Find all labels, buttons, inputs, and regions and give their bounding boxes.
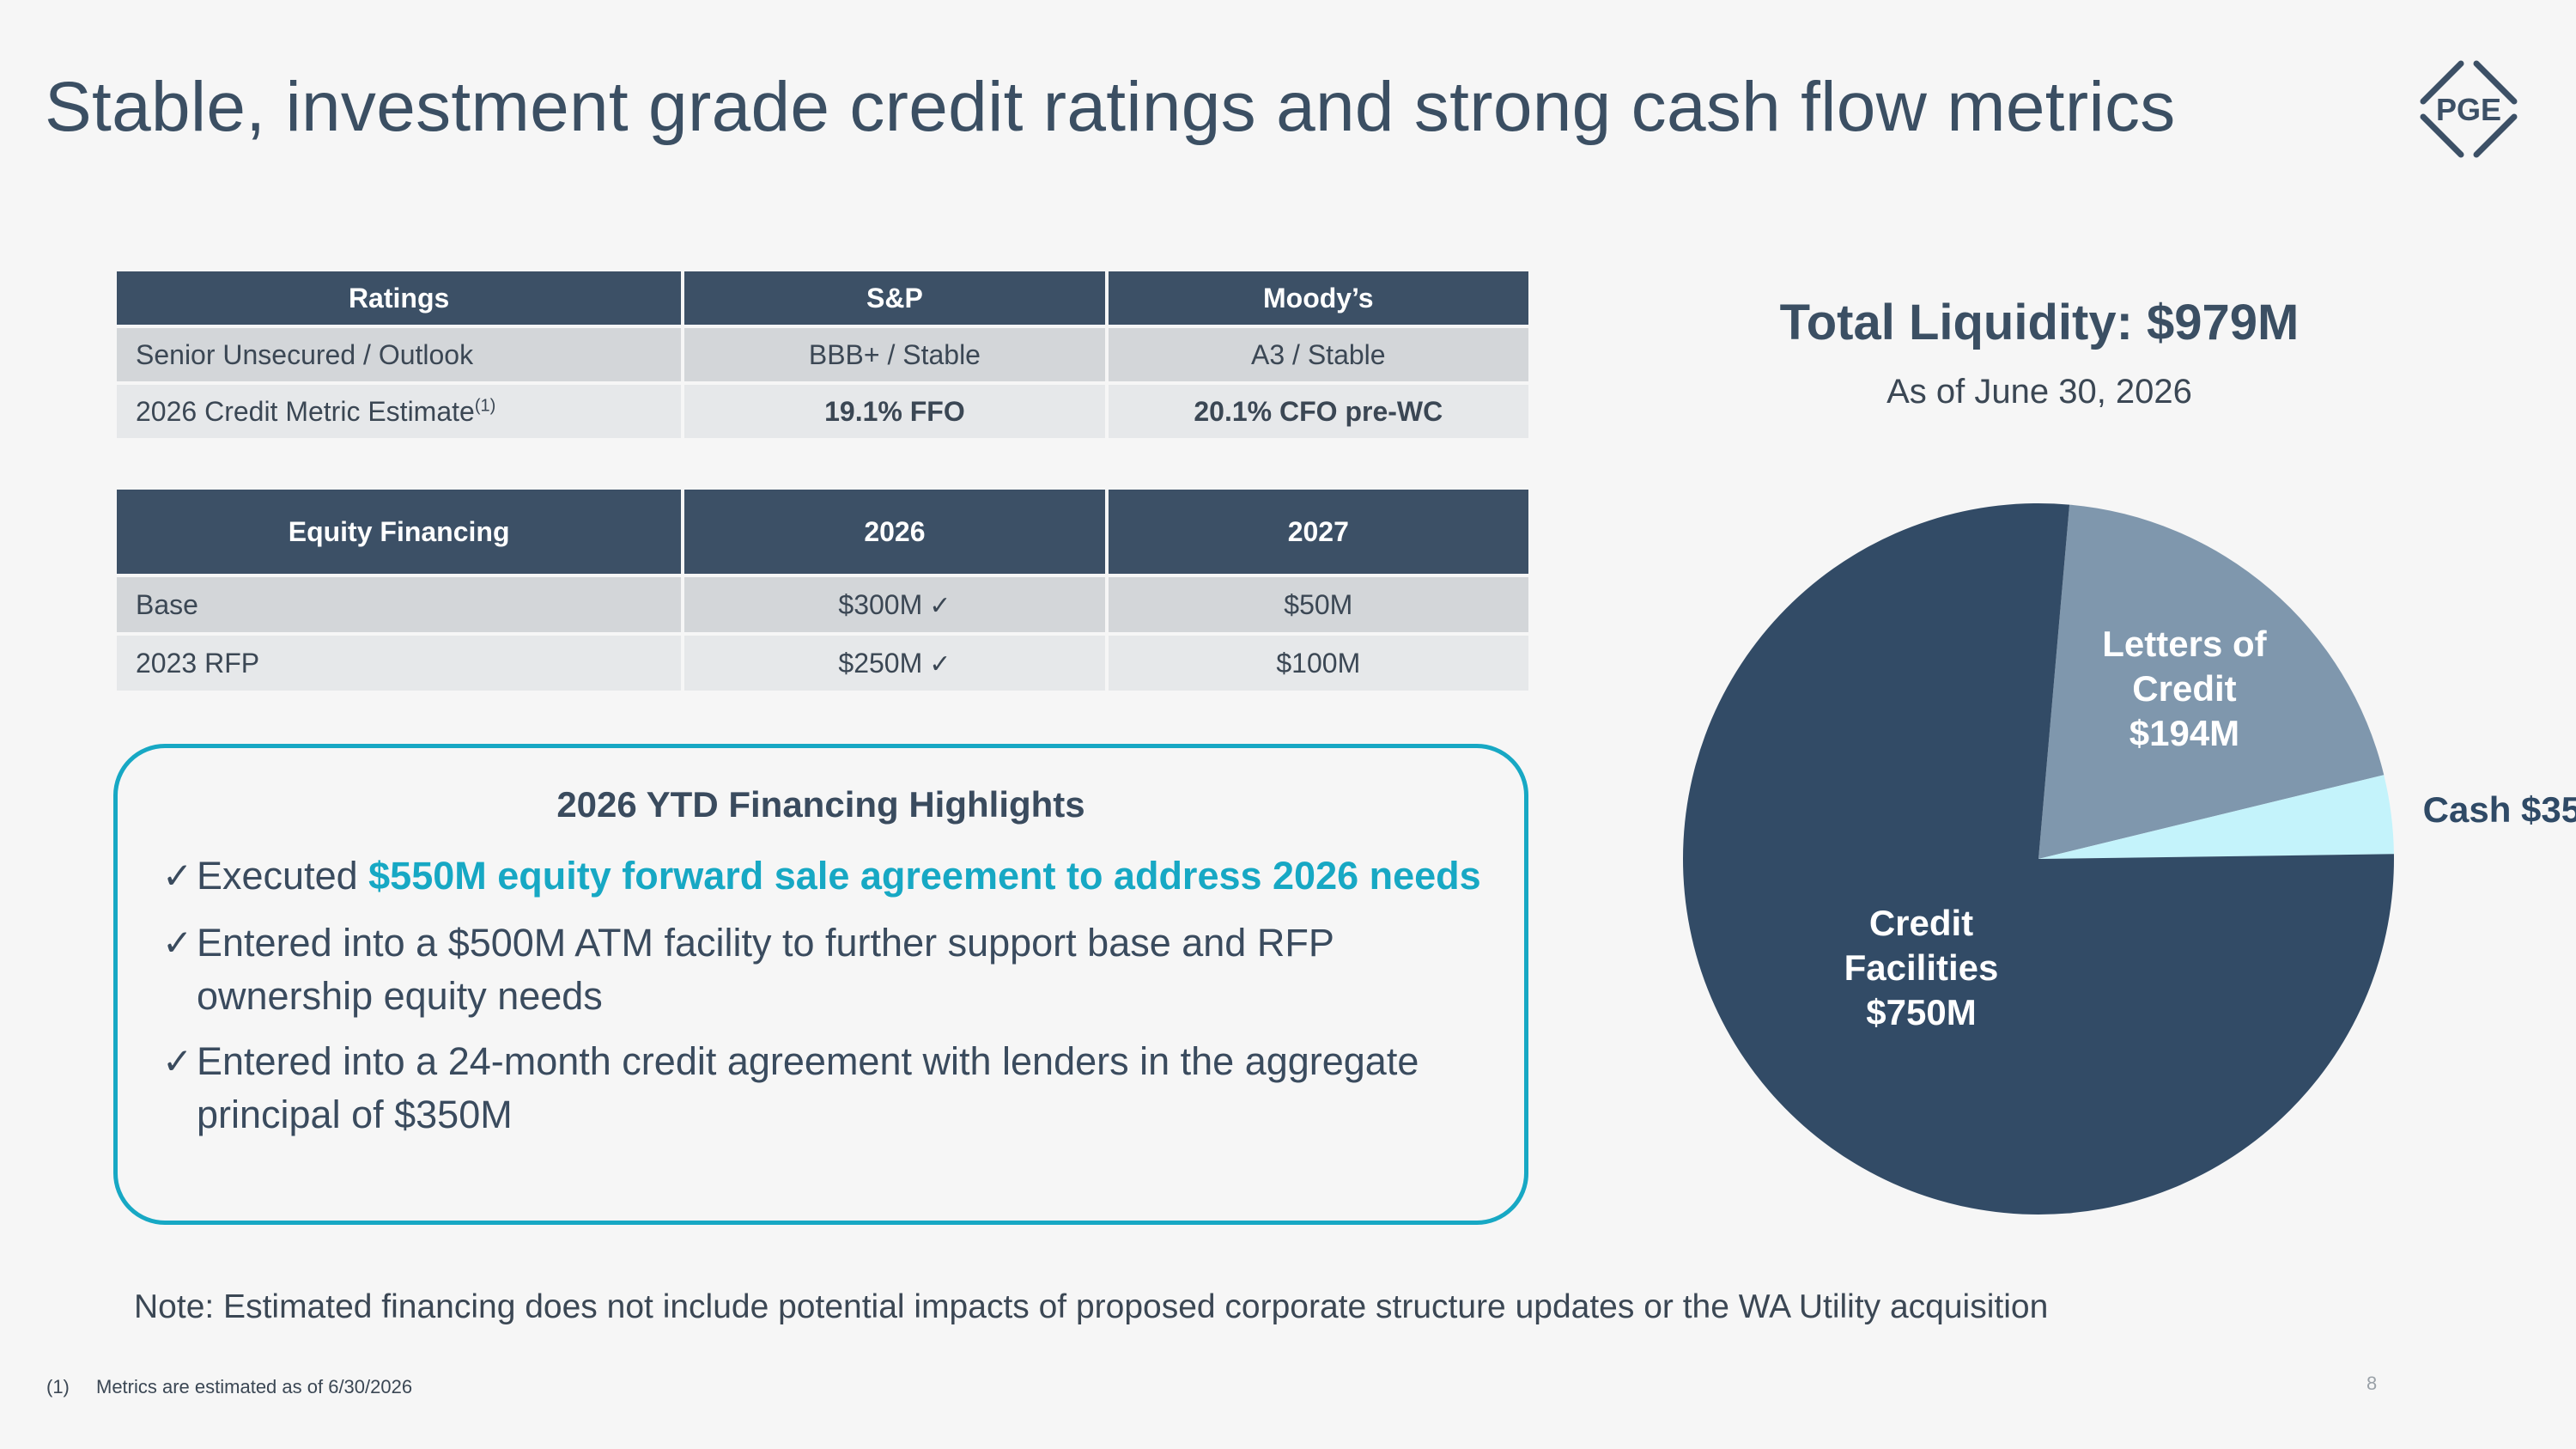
- column-header: Equity Financing: [117, 490, 682, 574]
- y2026-cell: $300M ✓: [684, 577, 1105, 632]
- liquidity-subtitle: As of June 30, 2026: [1886, 373, 2192, 411]
- pge-logo: PGE: [2420, 60, 2518, 158]
- pie-slice-label: Letters of Credit $194M: [2102, 624, 2267, 753]
- bullet-prefix: Executed: [197, 854, 369, 898]
- column-header: 2026: [684, 490, 1105, 574]
- footnote-number: (1): [46, 1376, 70, 1397]
- table-row: Senior Unsecured / Outlook BBB+ / Stable…: [117, 328, 1528, 381]
- y2026-value: $250M: [838, 647, 923, 679]
- checkmark-icon: ✓: [162, 855, 193, 897]
- page-number: 8: [2366, 1373, 2378, 1394]
- checkmark-icon: ✓: [162, 922, 193, 964]
- bullet-text: Executed $550M equity forward sale agree…: [162, 849, 1502, 903]
- highlights-title: 2026 YTD Financing Highlights: [556, 784, 1085, 825]
- table-header-row: Equity Financing 2026 2027: [117, 490, 1528, 574]
- pie-slice: [2038, 504, 2385, 859]
- bullet-accent: $550M equity forward sale agreement to a…: [368, 854, 1481, 898]
- footnote: (1) Metrics are estimated as of 6/30/2026: [46, 1376, 412, 1398]
- y2026-value: $300M: [838, 588, 923, 620]
- pie-slice: [2038, 775, 2394, 859]
- y2027-cell: $50M: [1108, 577, 1528, 632]
- table-row: 2026 Credit Metric Estimate(1) 19.1% FFO…: [117, 385, 1528, 438]
- moodys-cell: 20.1% CFO pre-WC: [1108, 385, 1528, 438]
- logo-text: PGE: [2436, 92, 2501, 127]
- checkmark-icon: ✓: [162, 1040, 193, 1082]
- liquidity-title: Total Liquidity: $979M: [1779, 295, 2300, 350]
- y2026-cell: $250M ✓: [684, 636, 1105, 691]
- table-header-row: Ratings S&P Moody’s: [117, 271, 1528, 325]
- row-label: 2023 RFP: [117, 636, 682, 691]
- column-header: Moody’s: [1108, 271, 1528, 325]
- pie-slice: [1683, 503, 2394, 1215]
- financing-note: Note: Estimated financing does not inclu…: [134, 1288, 2049, 1325]
- equity-financing-table: Equity Financing 2026 2027 Base $300M ✓ $…: [113, 486, 1532, 694]
- sp-cell: BBB+ / Stable: [684, 328, 1105, 381]
- pie-slice-label: Cash $35M: [2423, 789, 2576, 830]
- column-header: S&P: [684, 271, 1105, 325]
- y2027-cell: $100M: [1108, 636, 1528, 691]
- page-title: Stable, investment grade credit ratings …: [45, 68, 2176, 146]
- column-header: Ratings: [117, 271, 682, 325]
- row-label: Senior Unsecured / Outlook: [117, 328, 682, 381]
- row-label: 2026 Credit Metric Estimate: [136, 395, 475, 427]
- footnote-marker: (1): [474, 395, 496, 415]
- checkmark-icon: ✓: [929, 590, 951, 621]
- moodys-cell: A3 / Stable: [1108, 328, 1528, 381]
- row-label-cell: 2026 Credit Metric Estimate(1): [117, 385, 682, 438]
- pie-slice-label: Credit Facilities $750M: [1844, 903, 1999, 1032]
- financing-highlights-box: 2026 YTD Financing Highlights ✓ Executed…: [113, 744, 1528, 1225]
- highlight-bullet: ✓ Entered into a 24-month credit agreeme…: [162, 1035, 1502, 1142]
- table-row: 2023 RFP $250M ✓ $100M: [117, 636, 1528, 691]
- highlight-bullet: ✓ Entered into a $500M ATM facility to f…: [162, 916, 1502, 1023]
- column-header: 2027: [1108, 490, 1528, 574]
- sp-cell: 19.1% FFO: [684, 385, 1105, 438]
- table-row: Base $300M ✓ $50M: [117, 577, 1528, 632]
- bullet-text: Entered into a 24-month credit agreement…: [197, 1039, 1419, 1136]
- bullet-text: Entered into a $500M ATM facility to fur…: [197, 921, 1334, 1018]
- row-label: Base: [117, 577, 682, 632]
- ratings-table: Ratings S&P Moody’s Senior Unsecured / O…: [113, 268, 1532, 441]
- checkmark-icon: ✓: [929, 648, 951, 679]
- highlight-bullet: ✓ Executed $550M equity forward sale agr…: [162, 849, 1502, 903]
- footnote-text: Metrics are estimated as of 6/30/2026: [96, 1376, 413, 1397]
